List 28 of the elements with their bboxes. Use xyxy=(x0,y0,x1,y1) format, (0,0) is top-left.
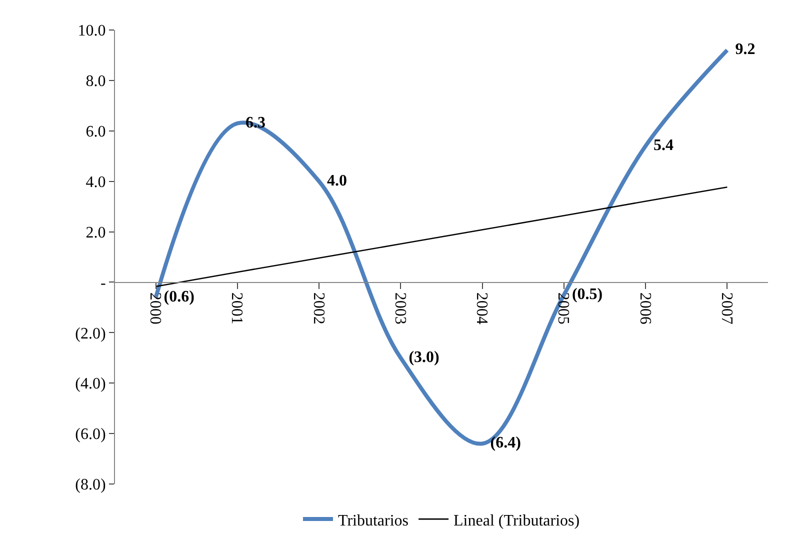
y-tick-label: (4.0) xyxy=(75,376,106,393)
data-label: 9.2 xyxy=(735,41,756,58)
y-tick-label: - xyxy=(100,274,106,292)
data-label: (0.5) xyxy=(572,286,603,303)
x-tick-label: 2005 xyxy=(554,292,572,324)
data-label: (6.4) xyxy=(490,434,521,452)
x-tick-label: 2006 xyxy=(636,292,654,324)
y-tick-label: 4.0 xyxy=(86,174,106,191)
data-label: 4.0 xyxy=(327,172,348,190)
x-tick-label: 2007 xyxy=(718,292,735,324)
legend-label: Tributarios xyxy=(338,512,409,530)
data-label: (0.6) xyxy=(164,288,194,306)
y-tick-label: (6.0) xyxy=(75,426,106,444)
x-tick-label: 2000 xyxy=(146,292,164,324)
y-tick-label: 8.0 xyxy=(86,73,106,90)
x-tick-label: 2003 xyxy=(391,292,408,324)
y-tick-label: 10.0 xyxy=(78,22,106,40)
y-tick-label: 6.0 xyxy=(86,123,106,140)
x-tick-label: 2001 xyxy=(228,292,246,324)
x-tick-label: 2002 xyxy=(310,292,327,324)
line-series xyxy=(155,186,728,288)
legend-label: Lineal (Tributarios) xyxy=(454,512,580,530)
data-label: 5.4 xyxy=(654,137,674,154)
y-tick-label: (8.0) xyxy=(75,476,106,494)
x-tick-label: 2004 xyxy=(473,292,490,324)
y-tick-label: 2.0 xyxy=(86,224,106,242)
y-tick-label: (2.0) xyxy=(75,325,106,342)
data-label: (3.0) xyxy=(408,348,440,366)
